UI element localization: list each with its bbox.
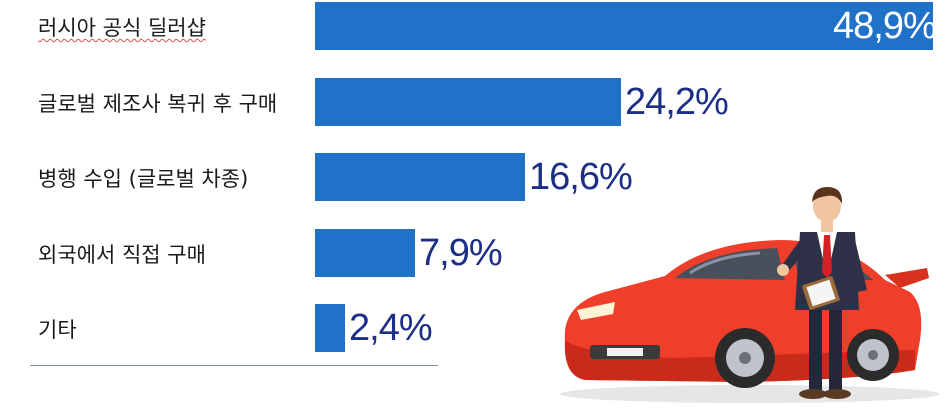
axis-line xyxy=(30,365,438,366)
category-label: 외국에서 직접 구매 xyxy=(38,242,206,267)
value-label: 16,6% xyxy=(529,156,633,198)
category-label: 러시아 공식 딜러샵 xyxy=(38,16,206,40)
category-label: 글로벌 제조사 복귀 후 구매 xyxy=(38,91,278,116)
value-label: 48,9% xyxy=(833,5,937,47)
category-label: 병행 수입 (글로벌 차종) xyxy=(38,167,249,191)
bar xyxy=(315,153,525,201)
value-label: 24,2% xyxy=(625,80,729,123)
value-label: 7,9% xyxy=(419,231,503,274)
bar xyxy=(315,228,415,277)
category-label: 기타 xyxy=(38,318,77,342)
bar xyxy=(315,2,933,50)
bar xyxy=(315,304,345,352)
car-salesman-icon xyxy=(560,186,940,403)
value-label: 2,4% xyxy=(349,307,433,349)
bar xyxy=(315,77,621,126)
